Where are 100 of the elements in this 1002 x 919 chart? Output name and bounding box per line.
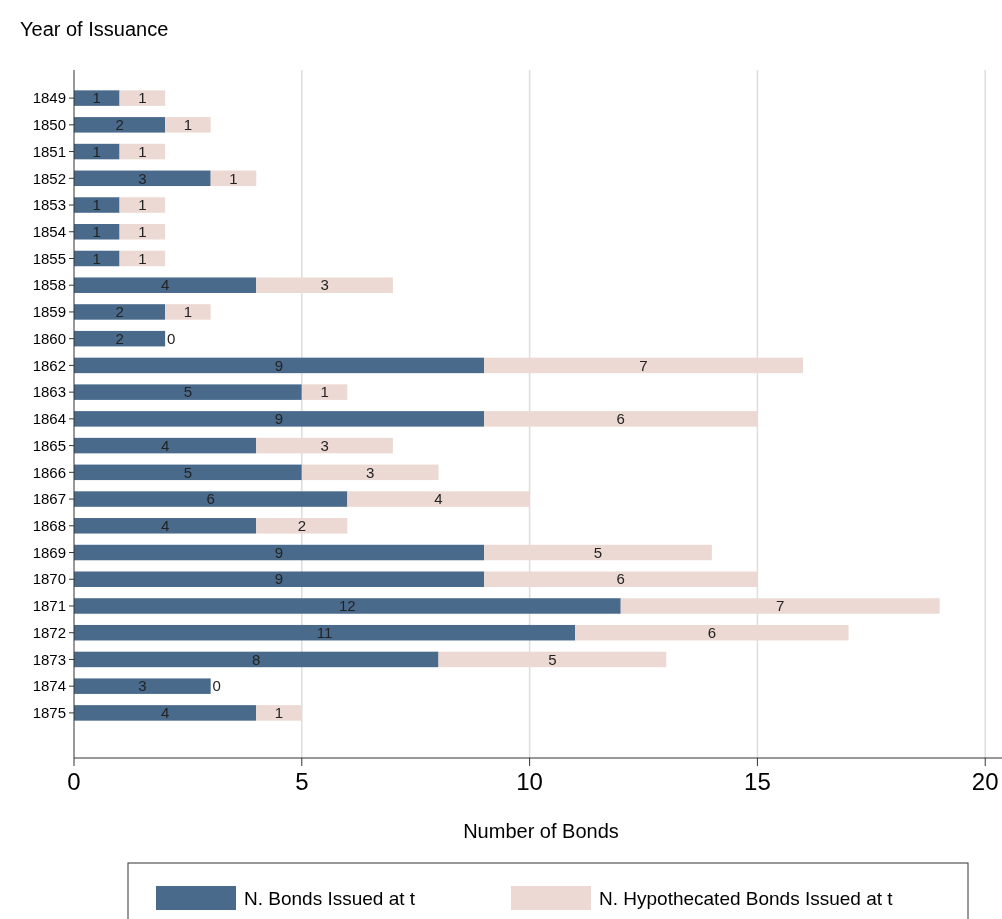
data-label: 3 <box>320 436 329 454</box>
bar <box>74 411 485 427</box>
data-label: 2 <box>115 303 124 321</box>
data-label: 1 <box>92 89 101 107</box>
x-tick-label: 0 <box>67 768 81 795</box>
y-tick-label: 1850 <box>32 116 66 134</box>
data-label: 1 <box>274 704 284 722</box>
data-label: 12 <box>339 597 356 615</box>
data-label: 0 <box>212 677 221 695</box>
bar <box>256 277 393 293</box>
data-label: 2 <box>297 517 306 535</box>
y-tick-label: 1860 <box>32 329 66 347</box>
bar <box>74 117 166 133</box>
data-label: 5 <box>548 650 557 668</box>
data-label: 4 <box>434 490 443 508</box>
bar <box>74 330 166 347</box>
y-tick-label: 1859 <box>32 303 66 321</box>
bar <box>74 491 348 507</box>
x-tick-label: 15 <box>744 768 771 795</box>
data-label: 1 <box>92 196 101 214</box>
bar <box>74 143 120 160</box>
y-tick-label: 1875 <box>32 704 66 722</box>
bar <box>301 384 348 400</box>
bar <box>347 491 530 507</box>
data-label: 4 <box>160 276 170 294</box>
y-tick-label: 1855 <box>32 249 66 267</box>
data-label: 7 <box>776 597 785 615</box>
y-tick-label: 1858 <box>32 276 66 294</box>
bar <box>210 170 257 187</box>
data-label: 9 <box>274 410 284 428</box>
x-tick-label: 20 <box>971 768 999 795</box>
bar <box>119 224 166 240</box>
x-tick-label: 10 <box>516 768 543 795</box>
bar <box>484 357 803 374</box>
bar <box>119 250 166 267</box>
y-tick-label: 1851 <box>32 142 66 160</box>
data-label: 1 <box>92 223 101 240</box>
bar <box>74 250 120 267</box>
data-label: 1 <box>138 196 147 214</box>
bar <box>74 705 257 721</box>
bar <box>74 651 439 668</box>
bar <box>74 437 257 454</box>
y-tick-label: 1872 <box>32 623 66 641</box>
data-label: 1 <box>138 223 147 240</box>
data-label: 4 <box>160 436 170 454</box>
data-label: 3 <box>320 276 329 294</box>
data-label: 11 <box>316 623 333 641</box>
bar <box>74 678 211 694</box>
data-label: 1 <box>138 249 147 267</box>
bar <box>74 90 120 106</box>
data-label: 4 <box>160 517 170 535</box>
data-label: 1 <box>183 303 193 321</box>
data-label: 6 <box>707 623 717 641</box>
bar <box>484 544 712 561</box>
bar <box>74 357 485 374</box>
y-tick-label: 1853 <box>32 196 66 214</box>
bar <box>484 571 758 587</box>
bar <box>74 571 485 587</box>
data-label: 6 <box>206 490 215 508</box>
bar <box>119 90 166 106</box>
y-tick-label: 1870 <box>32 570 66 588</box>
data-label: 7 <box>639 356 648 374</box>
data-label: 1 <box>320 383 329 401</box>
bar <box>256 518 348 534</box>
bar <box>74 464 302 481</box>
bar <box>74 624 576 641</box>
bar <box>256 705 302 721</box>
data-label: 3 <box>365 463 375 481</box>
y-tick-label: 1868 <box>32 517 66 535</box>
y-tick-label: 1852 <box>32 169 66 187</box>
data-label: 2 <box>115 329 124 347</box>
y-tick-label: 1867 <box>32 490 66 508</box>
data-label: 9 <box>274 356 284 374</box>
data-label: 9 <box>274 570 284 588</box>
data-label: 6 <box>616 570 625 588</box>
data-label: 1 <box>183 116 193 134</box>
y-tick-label: 1869 <box>32 543 66 561</box>
bar <box>74 197 120 213</box>
bar <box>119 197 166 213</box>
bar <box>165 304 211 320</box>
y-axis-title: Year of Issuance <box>20 18 169 40</box>
bar <box>74 384 302 400</box>
data-label: 4 <box>160 704 170 722</box>
bar <box>301 464 439 481</box>
data-label: 1 <box>229 169 238 187</box>
bar <box>575 624 849 641</box>
y-tick-label: 1866 <box>32 463 66 481</box>
bar <box>119 143 166 160</box>
bar <box>165 117 211 133</box>
data-label: 3 <box>138 169 147 187</box>
legend-label: N. Bonds Issued at t <box>244 887 416 909</box>
data-label: 8 <box>252 650 261 668</box>
bar <box>484 411 758 427</box>
bar <box>74 518 257 534</box>
x-tick-label: 5 <box>295 768 309 795</box>
data-label: 1 <box>92 142 101 160</box>
data-label: 2 <box>115 116 124 134</box>
y-tick-label: 1865 <box>32 436 66 454</box>
bar <box>74 170 211 187</box>
bar <box>74 544 485 561</box>
